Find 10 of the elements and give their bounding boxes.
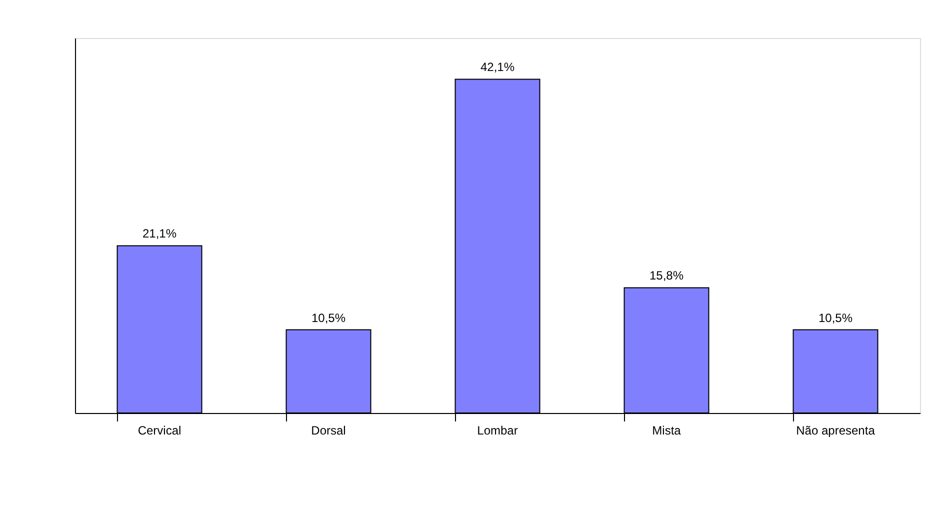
- data-label: 10,5%: [818, 310, 853, 325]
- data-label: 15,8%: [649, 268, 684, 283]
- x-tick-label: Não apresenta: [796, 424, 876, 438]
- x-tick-label: Lombar: [477, 424, 518, 438]
- data-label: 21,1%: [142, 226, 177, 241]
- x-tick-label: Cervical: [138, 424, 182, 438]
- data-label: 10,5%: [311, 310, 346, 325]
- x-tick-label: Dorsal: [311, 424, 346, 438]
- data-label: 42,1%: [480, 60, 515, 74]
- x-tick-label: Mista: [652, 424, 682, 438]
